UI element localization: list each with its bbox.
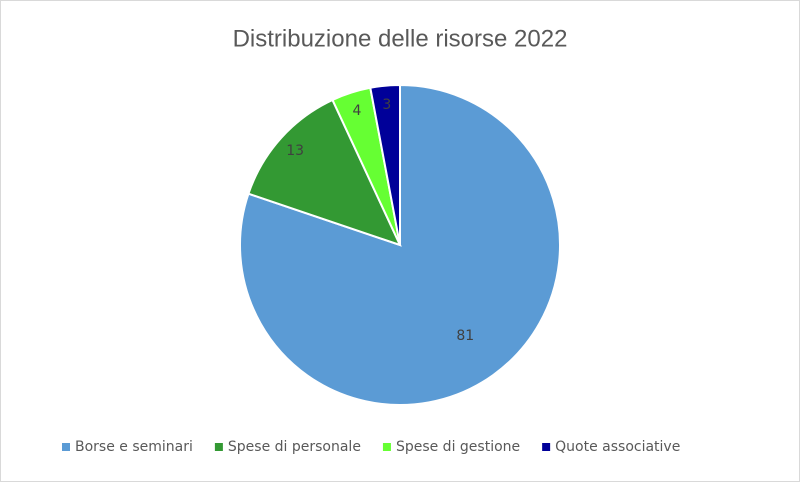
legend-swatch: [382, 443, 391, 451]
legend-swatch: [62, 443, 70, 451]
data-label: 81: [456, 328, 474, 344]
data-label-value: 81: [456, 328, 474, 344]
data-label: 3: [382, 97, 391, 113]
pie-slice: [247, 98, 402, 247]
data-label-value: 13: [286, 143, 304, 159]
pie-slice: [369, 83, 401, 246]
legend-label: Quote associative: [555, 439, 680, 455]
data-label-value: 3: [382, 97, 391, 113]
data-label-value: 4: [352, 103, 361, 119]
data-label: 13: [286, 143, 304, 159]
data-label: 4: [352, 103, 361, 119]
chart-title: Distribuzione delle risorse 2022: [233, 25, 568, 52]
legend-label: Borse e seminari: [75, 439, 193, 455]
legend-swatch: [214, 443, 223, 451]
legend-label: Spese di gestione: [396, 439, 520, 455]
legend-swatch: [542, 443, 551, 451]
legend-label: Spese di personale: [228, 439, 361, 455]
